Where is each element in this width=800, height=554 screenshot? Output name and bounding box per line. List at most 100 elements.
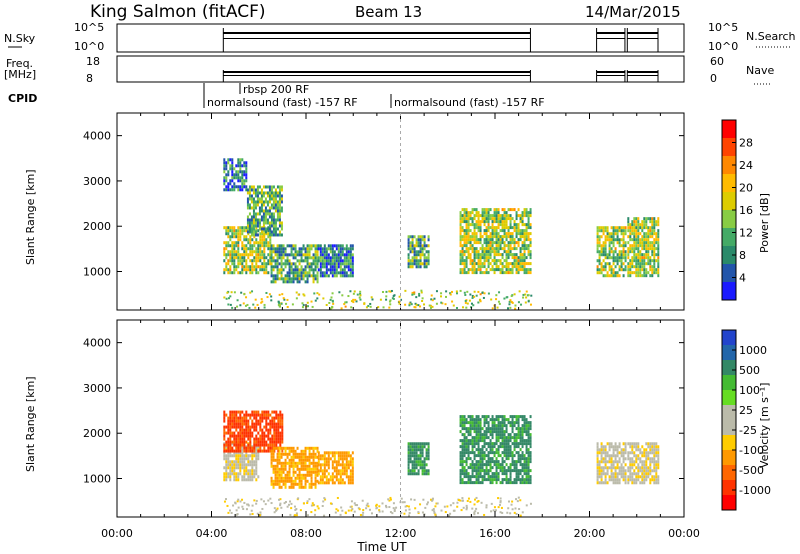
y-tick-label: 2000 [83,220,111,233]
velocity-heatmap [223,410,660,517]
nsky-segment [596,32,625,34]
nsky-label: N.Sky [4,32,36,45]
station-title: King Salmon (fitACF) [90,2,266,22]
colorbar-swatch [722,156,736,175]
freq-segment [596,71,625,73]
x-tick-label: 16:00 [479,527,511,540]
ground-scatter [223,289,533,310]
colorbar-swatch [722,390,736,406]
nave-segment [627,75,659,76]
power-heatmap [223,158,660,310]
nsky-tick-top: 10^5 [74,21,104,34]
nsky-panel [116,23,685,53]
echo-region [270,446,319,489]
colorbar-tick-label: 4 [739,272,746,285]
echo-region [459,415,532,485]
freq-segment [627,71,659,73]
beam-label: Beam 13 [355,3,422,21]
nsearch-segment [596,38,625,39]
colorbar-swatch [722,360,736,376]
y-tick-label: 3000 [83,382,111,395]
echo-region [627,217,660,278]
nave-tick-top: 60 [710,55,724,68]
colorbar-tick-label: 16 [739,204,753,217]
colorbar-swatch [722,480,736,496]
nsky-segment [223,32,531,34]
colorbar-swatch [722,264,736,283]
colorbar-frame [721,329,737,511]
nsearch-tick-top: 10^5 [708,21,738,34]
echo-region [459,208,532,275]
freq-tick-top: 18 [86,55,100,68]
colorbar-swatch [722,282,736,301]
cpid-entry: normalsound (fast) -157 RF [394,96,545,109]
nsky-tick-bottom: 10^0 [74,40,104,53]
y-tick-label: 4000 [83,337,111,350]
nsearch-segment [223,38,531,39]
y-tick-label: 1000 [83,266,111,279]
nave-segment [596,75,625,76]
cpid-entry: rbsp 200 RF [243,83,309,96]
velocity-y-axis: 1000 2000 3000 4000 [83,320,685,517]
power-ylabel: Slant Range [km] [24,169,37,265]
echo-region [596,226,627,278]
colorbar-tick-label: -100 [739,444,764,457]
colorbar-swatch [722,246,736,265]
power-colorbar-label: Power [dB] [758,193,771,253]
cpid-label: CPID [8,92,37,105]
x-axis-label: Time UT [356,540,407,554]
colorbar-tick-label: 25 [739,404,753,417]
velocity-colorbar-label: Velocity [m s⁻¹] [758,383,771,468]
colorbar-swatch [722,345,736,361]
date-label: 14/Mar/2015 [585,3,681,21]
nsearch-segment [627,38,659,39]
echo-region [317,451,354,485]
echo-region [270,244,319,284]
nave-tick-bottom: 0 [710,72,717,85]
echo-region [627,442,660,485]
colorbar-swatch [722,450,736,466]
colorbar-tick-label: 500 [739,364,760,377]
x-tick-label: 00:00 [101,527,133,540]
x-tick-label: 04:00 [196,527,228,540]
colorbar-tick-label: 12 [739,227,753,240]
ground-scatter [223,496,532,517]
freq-tick-bottom: 8 [86,72,93,85]
colorbar-swatch [722,192,736,211]
nave-label: Nave [746,64,774,77]
nave-segment [223,75,531,76]
echo-region [246,185,283,237]
echo-region [223,158,248,192]
colorbar-tick-label: 8 [739,249,746,262]
colorbar-swatch [722,405,736,421]
freq-panel [116,55,685,83]
y-tick-label: 4000 [83,130,111,143]
velocity-ylabel: Slant Range [km] [24,376,37,472]
echo-region [407,235,430,269]
colorbar-tick-label: -25 [739,424,757,437]
echo-region [223,410,284,453]
cpid-entry: normalsound (fast) -157 RF [207,96,358,109]
colorbar-swatch [722,420,736,436]
colorbar-swatch [722,435,736,451]
nsky-segment [627,32,659,34]
colorbar-tick-label: 100 [739,384,760,397]
colorbar-swatch [722,375,736,391]
nsearch-tick-bottom: 10^0 [708,40,738,53]
time-axis: 00:00 04:00 08:00 12:00 16:00 20:00 00:00 [101,527,700,540]
colorbar-swatch [722,138,736,157]
colorbar-tick-label: 20 [739,182,753,195]
colorbar-swatch [722,465,736,481]
x-tick-label: 08:00 [290,527,322,540]
colorbar-swatch [722,495,736,511]
colorbar-tick-label: 1000 [739,344,767,357]
velocity-colorbar: 1000 500 100 25 -25 -100 -500 -1000 [721,329,771,511]
power-colorbar: 28 24 20 16 12 8 4 [721,119,753,301]
y-tick-label: 1000 [83,473,111,486]
colorbar-swatch [722,330,736,346]
x-tick-label: 12:00 [385,527,417,540]
y-tick-label: 2000 [83,427,111,440]
echo-region [317,244,354,278]
x-tick-label: 00:00 [668,527,700,540]
freq-segment [223,71,531,73]
